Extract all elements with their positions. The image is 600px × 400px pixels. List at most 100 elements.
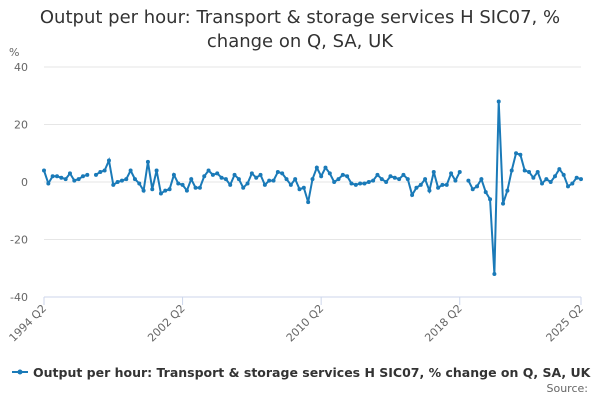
- data-point: [470, 187, 475, 192]
- data-point: [327, 171, 332, 176]
- data-point: [249, 171, 254, 176]
- data-point: [301, 185, 306, 190]
- data-point: [544, 177, 549, 182]
- series-line: [43, 101, 582, 275]
- data-point: [310, 177, 315, 182]
- data-point: [492, 272, 497, 276]
- data-point: [115, 180, 120, 184]
- data-point: [362, 181, 367, 186]
- data-point: [306, 200, 311, 205]
- data-point: [436, 185, 441, 190]
- data-point: [345, 174, 350, 179]
- data-point: [535, 169, 540, 174]
- data-point: [106, 158, 111, 163]
- data-point: [392, 175, 397, 180]
- data-point: [67, 171, 72, 176]
- data-point: [540, 181, 545, 186]
- data-point: [85, 172, 90, 177]
- data-point: [410, 192, 415, 197]
- data-point: [293, 177, 298, 182]
- data-point: [457, 169, 462, 174]
- data-point: [197, 185, 202, 190]
- data-point: [76, 177, 81, 182]
- data-point: [158, 191, 163, 196]
- data-point: [54, 174, 59, 179]
- data-point: [566, 184, 571, 189]
- data-point: [440, 182, 445, 187]
- data-point: [111, 182, 116, 187]
- y-tick-label: -40: [10, 291, 28, 304]
- data-point: [518, 152, 523, 157]
- data-point: [145, 159, 150, 164]
- data-point: [319, 174, 324, 179]
- data-point: [176, 181, 181, 186]
- data-point: [349, 181, 354, 186]
- data-point: [184, 188, 189, 193]
- data-point: [271, 178, 276, 183]
- data-point: [366, 180, 371, 184]
- data-point: [102, 168, 107, 173]
- data-point: [72, 178, 77, 183]
- data-point: [570, 181, 575, 186]
- data-point: [483, 190, 488, 195]
- data-point: [561, 172, 566, 177]
- x-tick-label: 2010 Q2: [284, 302, 327, 345]
- data-point: [479, 177, 484, 182]
- data-point: [167, 187, 172, 192]
- data-point: [531, 175, 536, 180]
- data-point: [475, 184, 480, 189]
- data-point: [80, 174, 85, 179]
- data-point: [141, 188, 146, 193]
- x-tick-label: 2018 Q2: [422, 302, 465, 345]
- data-point: [284, 177, 289, 182]
- data-point: [397, 177, 402, 182]
- data-point: [332, 180, 337, 184]
- data-point: [275, 169, 280, 174]
- data-point: [258, 172, 263, 177]
- data-point: [267, 178, 272, 183]
- y-axis-label: %: [9, 46, 19, 59]
- data-point: [388, 174, 393, 179]
- data-point: [423, 177, 428, 182]
- data-point: [189, 177, 194, 182]
- data-point: [219, 175, 224, 180]
- data-point: [501, 201, 506, 206]
- data-point: [466, 178, 471, 183]
- data-point: [210, 172, 215, 177]
- data-point: [228, 182, 233, 187]
- data-point: [215, 171, 220, 176]
- data-point: [449, 171, 454, 176]
- data-point: [124, 177, 129, 182]
- data-point: [453, 178, 458, 183]
- data-point: [340, 172, 345, 177]
- data-point: [59, 175, 64, 180]
- data-point: [236, 177, 241, 182]
- data-point: [150, 187, 155, 192]
- data-point: [323, 165, 328, 170]
- data-point: [574, 175, 579, 180]
- data-point: [297, 187, 302, 192]
- data-point: [154, 168, 159, 173]
- data-point: [401, 172, 406, 177]
- data-point: [358, 181, 363, 186]
- data-point: [163, 188, 168, 193]
- data-point: [245, 181, 250, 186]
- data-point: [444, 182, 449, 187]
- data-point: [98, 169, 103, 174]
- data-point: [42, 168, 46, 173]
- data-point: [496, 99, 501, 104]
- data-point: [414, 185, 419, 190]
- data-point: [579, 177, 583, 182]
- data-point: [375, 172, 380, 177]
- source: Source:: [547, 382, 589, 395]
- data-point: [223, 177, 228, 182]
- data-point: [280, 171, 285, 176]
- data-point: [527, 169, 532, 174]
- data-point: [418, 182, 423, 187]
- data-point: [232, 172, 237, 177]
- data-point: [353, 182, 358, 187]
- data-point: [405, 177, 410, 182]
- data-point: [171, 172, 176, 177]
